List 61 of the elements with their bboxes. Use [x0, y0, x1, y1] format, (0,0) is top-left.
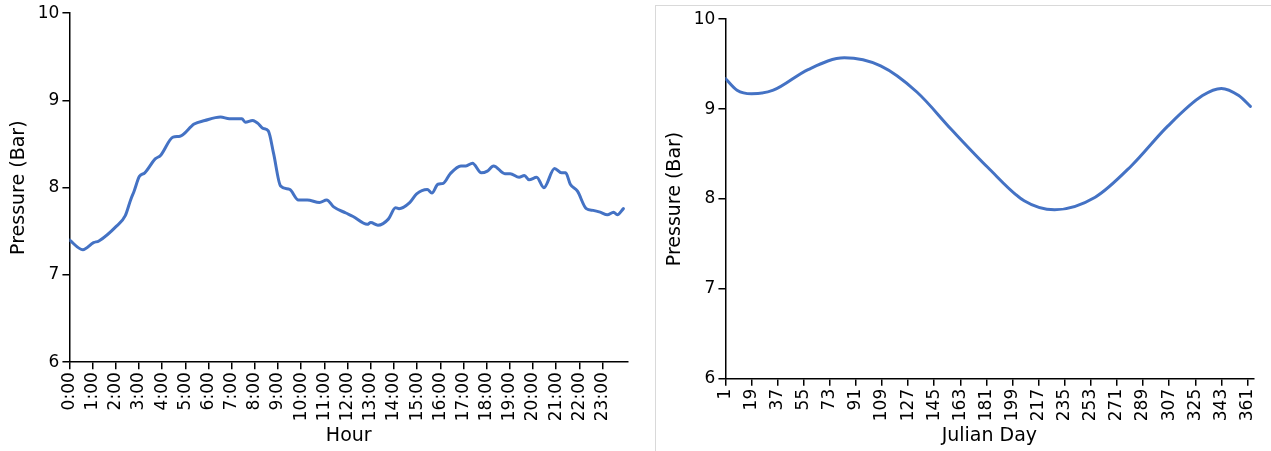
x-tick-label: 17:00 [451, 372, 472, 422]
x-tick-label: 19 [739, 388, 760, 411]
x-tick-label: 199 [1000, 388, 1021, 422]
x-tick-label: 15:00 [405, 372, 426, 422]
x-tick-label: 181 [974, 388, 995, 422]
x-axis-title: Julian Day [940, 422, 1038, 445]
x-tick-label: 22:00 [567, 372, 588, 422]
x-tick-label: 235 [1053, 388, 1074, 422]
x-tick-label: 109 [870, 388, 891, 422]
x-tick-label: 18:00 [475, 372, 496, 422]
x-tick-label: 127 [896, 388, 917, 422]
x-tick-label: 2:00 [104, 372, 125, 411]
x-tick-label: 1:00 [81, 372, 102, 411]
x-tick-label: 343 [1209, 388, 1230, 422]
x-tick-label: 23:00 [590, 372, 611, 422]
x-axis-title: Hour [325, 422, 372, 445]
x-tick-label: 289 [1131, 388, 1152, 422]
x-tick-label: 163 [948, 388, 969, 422]
y-axis-title: Pressure (Bar) [662, 131, 685, 267]
y-tick-label: 6 [704, 367, 716, 388]
x-tick-label: 7:00 [220, 372, 241, 411]
x-tick-label: 20:00 [521, 372, 542, 422]
y-tick-label: 10 [37, 1, 60, 22]
x-tick-label: 19:00 [498, 372, 519, 422]
x-tick-label: 16:00 [428, 372, 449, 422]
x-tick-label: 14:00 [382, 372, 403, 422]
x-tick-label: 37 [766, 388, 787, 411]
y-tick-label: 10 [693, 7, 716, 28]
y-tick-label: 7 [48, 263, 60, 284]
y-tick-label: 7 [704, 277, 716, 298]
x-tick-label: 55 [792, 388, 813, 411]
x-tick-label: 1 [713, 388, 734, 400]
x-tick-label: 13:00 [359, 372, 380, 422]
line-series [725, 56, 1252, 212]
y-tick-label: 9 [48, 88, 60, 109]
x-tick-label: 307 [1157, 388, 1178, 422]
x-tick-label: 12:00 [335, 372, 356, 422]
x-tick-label: 361 [1235, 388, 1256, 422]
x-tick-label: 9:00 [266, 372, 287, 411]
x-tick-label: 4:00 [150, 372, 171, 411]
x-tick-label: 73 [818, 388, 839, 411]
x-tick-label: 145 [922, 388, 943, 422]
line-series [69, 115, 625, 252]
x-tick-label: 10:00 [289, 372, 310, 422]
y-tick-label: 9 [704, 97, 716, 118]
y-tick-label: 8 [48, 176, 60, 197]
x-tick-label: 21:00 [544, 372, 565, 422]
x-tick-label: 0:00 [57, 372, 78, 411]
x-tick-label: 325 [1183, 388, 1204, 422]
x-tick-label: 91 [844, 388, 865, 411]
y-tick-label: 8 [704, 187, 716, 208]
x-tick-label: 3:00 [127, 372, 148, 411]
y-axis-title: Pressure (Bar) [6, 120, 29, 255]
x-tick-label: 11:00 [312, 372, 333, 422]
x-tick-label: 271 [1105, 388, 1126, 422]
x-tick-label: 217 [1027, 388, 1048, 422]
x-tick-label: 6:00 [196, 372, 217, 411]
x-tick-label: 253 [1079, 388, 1100, 422]
x-tick-label: 8:00 [243, 372, 264, 411]
x-tick-label: 5:00 [173, 372, 194, 411]
y-tick-label: 6 [48, 350, 60, 371]
